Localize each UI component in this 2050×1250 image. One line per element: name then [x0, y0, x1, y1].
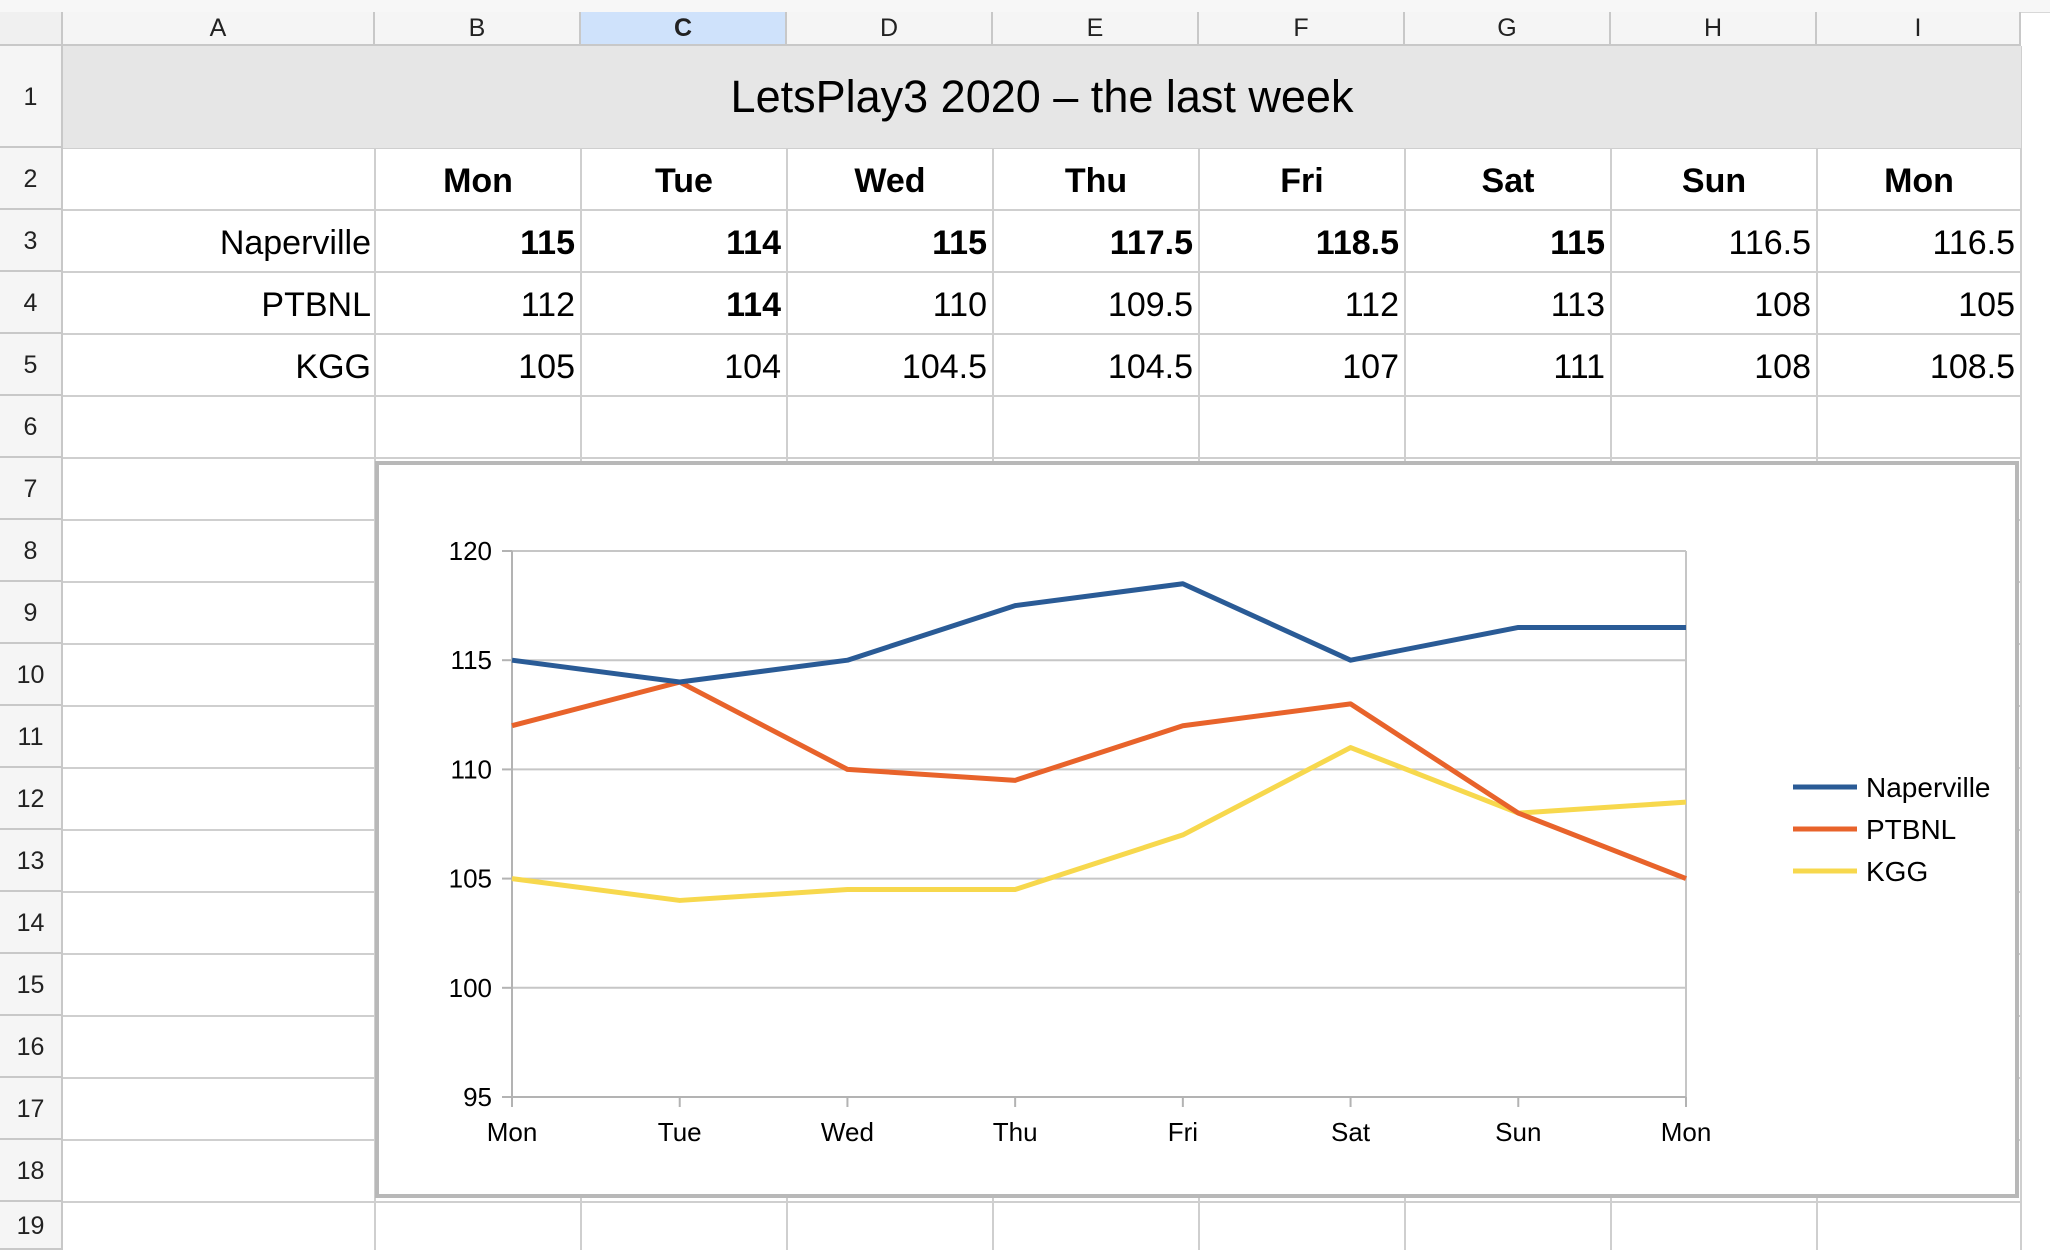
- chart[interactable]: 95 100 105 110 115 120 Mon Tue Wed Thu Fri Sat Sun Mo…: [375, 461, 2019, 1198]
- column-header-a[interactable]: A: [63, 12, 375, 46]
- sheet-title[interactable]: LetsPlay3 2020 – the last week: [730, 71, 1354, 122]
- value-cell[interactable]: 114: [726, 286, 781, 324]
- day-header-cell[interactable]: Wed: [854, 162, 926, 200]
- line-chart: 95 100 105 110 115 120 Mon Tue Wed Thu Fri Sat Sun Mo…: [449, 536, 1991, 1147]
- x-tick-label: Sat: [1331, 1117, 1371, 1147]
- row-header-9[interactable]: 9: [0, 582, 63, 644]
- row-header-7[interactable]: 7: [0, 458, 63, 520]
- x-tick-label: Sun: [1495, 1117, 1541, 1147]
- value-cell[interactable]: 104.5: [1107, 348, 1193, 386]
- value-cell[interactable]: 115: [932, 224, 987, 262]
- value-cell[interactable]: 115: [520, 224, 575, 262]
- value-cell[interactable]: 109.5: [1107, 286, 1193, 324]
- row-gridline: [63, 209, 2021, 211]
- row-gridline: [63, 333, 2021, 335]
- select-all-corner[interactable]: [0, 12, 63, 46]
- row-header-1[interactable]: 1: [0, 46, 63, 148]
- y-tick-label: 115: [451, 645, 492, 675]
- column-header-b[interactable]: B: [375, 12, 581, 46]
- row-header-17[interactable]: 17: [0, 1078, 63, 1140]
- day-header-cell[interactable]: Sun: [1681, 162, 1747, 200]
- row-gridline: [63, 1201, 2021, 1203]
- value-cell[interactable]: 104: [724, 348, 781, 386]
- column-header-i[interactable]: I: [1817, 12, 2021, 46]
- series-line-ptbnl: [511, 679, 1687, 881]
- row-label-cell[interactable]: KGG: [295, 348, 371, 386]
- value-cell[interactable]: 115: [1550, 224, 1605, 262]
- value-cell[interactable]: 108: [1754, 348, 1811, 386]
- value-cell[interactable]: 116.5: [1728, 224, 1811, 262]
- day-header-cell[interactable]: Mon: [1884, 162, 1954, 200]
- row-gridline: [63, 271, 2021, 273]
- y-tick-label: 100: [449, 973, 492, 1003]
- x-tick-label: Tue: [658, 1117, 702, 1147]
- value-cell[interactable]: 118.5: [1315, 224, 1399, 262]
- value-cell[interactable]: 110: [932, 286, 987, 324]
- series-line-kgg: [511, 745, 1687, 903]
- row-header-2[interactable]: 2: [0, 148, 63, 210]
- value-cell[interactable]: 105: [518, 348, 575, 386]
- day-header-cell[interactable]: Fri: [1280, 162, 1324, 200]
- row-header-14[interactable]: 14: [0, 892, 63, 954]
- x-tick-label: Mon: [1661, 1117, 1712, 1147]
- x-tick-label: Mon: [487, 1117, 538, 1147]
- row-header-12[interactable]: 12: [0, 768, 63, 830]
- legend-label: PTBNL: [1866, 814, 1956, 845]
- row-gridline: [63, 395, 2021, 397]
- row-header-5[interactable]: 5: [0, 334, 63, 396]
- y-tick-label: 110: [451, 754, 492, 784]
- legend-label: Naperville: [1866, 772, 1991, 803]
- column-header-c[interactable]: C: [581, 12, 787, 46]
- row-label-cell[interactable]: PTBNL: [261, 286, 371, 324]
- row-label-cell[interactable]: Naperville: [219, 224, 371, 262]
- row-header-6[interactable]: 6: [0, 396, 63, 458]
- column-gridline: [2020, 46, 2022, 1250]
- title-cell-background: [63, 46, 2021, 148]
- value-cell[interactable]: 107: [1342, 348, 1399, 386]
- row-header-19[interactable]: 19: [0, 1202, 63, 1250]
- day-header-cell[interactable]: Thu: [1064, 162, 1128, 200]
- row-header-10[interactable]: 10: [0, 644, 63, 706]
- y-tick-label: 95: [463, 1082, 492, 1112]
- day-header-cell[interactable]: Tue: [655, 162, 713, 200]
- value-cell[interactable]: 111: [1553, 348, 1605, 386]
- value-cell[interactable]: 116.5: [1932, 224, 2015, 262]
- series-line-naperville: [511, 581, 1686, 685]
- day-header-cell[interactable]: Sat: [1481, 162, 1535, 200]
- legend-label: KGG: [1866, 856, 1928, 887]
- row-header-15[interactable]: 15: [0, 954, 63, 1016]
- value-cell[interactable]: 114: [726, 224, 781, 262]
- y-tick-label: 120: [449, 536, 492, 566]
- row-gridline: [63, 457, 2021, 459]
- day-header-cell[interactable]: Mon: [443, 162, 513, 200]
- column-header-e[interactable]: E: [993, 12, 1199, 46]
- value-cell[interactable]: 104.5: [901, 348, 987, 386]
- column-header-f[interactable]: F: [1199, 12, 1405, 46]
- row-header-11[interactable]: 11: [0, 706, 63, 768]
- row-gridline: [63, 147, 2021, 149]
- row-header-8[interactable]: 8: [0, 520, 63, 582]
- row-header-3[interactable]: 3: [0, 210, 63, 272]
- x-tick-label: Wed: [821, 1117, 874, 1147]
- x-tick-label: Thu: [993, 1117, 1038, 1147]
- row-header-16[interactable]: 16: [0, 1016, 63, 1078]
- column-header-h[interactable]: H: [1611, 12, 1817, 46]
- value-cell[interactable]: 105: [1958, 286, 2015, 324]
- x-tick-label: Fri: [1168, 1117, 1198, 1147]
- column-header-g[interactable]: G: [1405, 12, 1611, 46]
- value-cell[interactable]: 117.5: [1109, 224, 1193, 262]
- y-tick-label: 105: [449, 864, 492, 894]
- row-header-4[interactable]: 4: [0, 272, 63, 334]
- row-header-18[interactable]: 18: [0, 1140, 63, 1202]
- value-cell[interactable]: 108: [1754, 286, 1811, 324]
- value-cell[interactable]: 112: [520, 286, 575, 324]
- value-cell[interactable]: 112: [1344, 286, 1399, 324]
- row-header-13[interactable]: 13: [0, 830, 63, 892]
- value-cell[interactable]: 108.5: [1929, 348, 2015, 386]
- column-header-d[interactable]: D: [787, 12, 993, 46]
- value-cell[interactable]: 113: [1550, 286, 1605, 324]
